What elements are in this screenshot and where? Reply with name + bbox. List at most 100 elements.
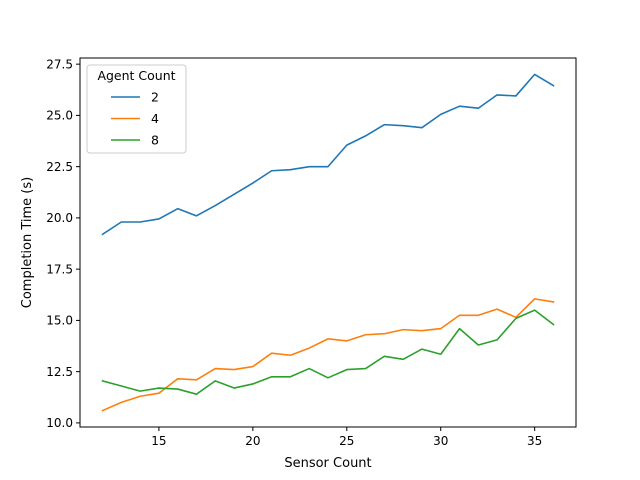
data-point xyxy=(421,330,423,332)
data-point xyxy=(271,376,273,378)
data-point xyxy=(177,208,179,210)
y-axis-ticks: 10.0 12.5 15.0 17.5 20.0 22.5 25.0 27.5 xyxy=(46,57,80,430)
data-point xyxy=(252,182,254,184)
legend-label: 2 xyxy=(151,90,159,105)
data-point xyxy=(233,369,235,371)
data-point xyxy=(346,340,348,342)
data-point xyxy=(440,328,442,330)
data-point xyxy=(478,107,480,109)
data-point xyxy=(365,368,367,370)
data-point xyxy=(158,387,160,389)
data-point xyxy=(196,379,198,381)
data-point xyxy=(177,388,179,390)
data-point xyxy=(308,368,310,370)
data-point xyxy=(196,393,198,395)
x-tick-label: 20 xyxy=(245,434,260,448)
legend-items: 2 4 8 xyxy=(111,90,159,148)
y-tick-label: 17.5 xyxy=(46,262,73,276)
data-point xyxy=(421,348,423,350)
data-point xyxy=(121,385,123,387)
data-point xyxy=(102,234,104,236)
series-line-2 xyxy=(101,73,555,236)
legend-label: 4 xyxy=(151,111,159,126)
series-8 xyxy=(101,309,555,396)
legend-label: 8 xyxy=(151,133,159,148)
data-point xyxy=(290,169,292,171)
data-point xyxy=(402,359,404,361)
data-point xyxy=(440,114,442,116)
y-tick-label: 22.5 xyxy=(46,160,73,174)
data-point xyxy=(271,170,273,172)
data-point xyxy=(214,380,216,382)
data-point xyxy=(402,329,404,331)
data-point xyxy=(139,221,141,223)
x-tick-label: 30 xyxy=(433,434,448,448)
series-layer xyxy=(101,73,555,412)
data-point xyxy=(421,127,423,129)
legend-item-2: 2 xyxy=(111,90,159,105)
data-point xyxy=(290,354,292,356)
data-point xyxy=(346,369,348,371)
plot-frame xyxy=(79,57,577,428)
series-line-4 xyxy=(101,298,555,412)
data-point xyxy=(327,166,329,168)
data-point xyxy=(553,85,555,87)
data-point xyxy=(308,347,310,349)
data-point xyxy=(102,410,104,412)
data-point xyxy=(214,368,216,370)
series-2 xyxy=(101,73,555,236)
data-point xyxy=(459,314,461,316)
legend-item-8: 8 xyxy=(111,133,159,148)
data-point xyxy=(177,378,179,380)
data-point xyxy=(553,324,555,326)
data-point xyxy=(121,221,123,223)
x-tick-label: 25 xyxy=(339,434,354,448)
data-point xyxy=(478,344,480,346)
data-point xyxy=(496,94,498,96)
data-point xyxy=(158,218,160,220)
data-point xyxy=(365,334,367,336)
data-point xyxy=(346,144,348,146)
series-4 xyxy=(101,298,555,412)
data-point xyxy=(553,301,555,303)
data-point xyxy=(534,298,536,300)
data-point xyxy=(515,95,517,97)
data-point xyxy=(440,353,442,355)
data-point xyxy=(121,402,123,404)
y-tick-label: 20.0 xyxy=(46,211,73,225)
data-point xyxy=(478,314,480,316)
data-point xyxy=(534,74,536,76)
data-point xyxy=(327,338,329,340)
legend-box xyxy=(86,64,187,154)
data-point xyxy=(102,380,104,382)
data-point xyxy=(139,390,141,392)
data-point xyxy=(365,135,367,137)
y-tick-label: 27.5 xyxy=(46,57,73,71)
data-point xyxy=(496,339,498,341)
data-point xyxy=(327,377,329,379)
data-point xyxy=(233,194,235,196)
data-point xyxy=(252,383,254,385)
y-tick-label: 15.0 xyxy=(46,314,73,328)
y-tick-label: 25.0 xyxy=(46,109,73,123)
y-tick-label: 10.0 xyxy=(46,416,73,430)
data-point xyxy=(158,392,160,394)
data-point xyxy=(384,333,386,335)
x-axis-label: Sensor Count xyxy=(284,456,371,471)
x-tick-label: 35 xyxy=(527,434,542,448)
data-point xyxy=(384,124,386,126)
data-point xyxy=(233,387,235,389)
data-point xyxy=(402,125,404,127)
data-point xyxy=(384,355,386,357)
legend-title: Agent Count xyxy=(97,68,175,83)
legend: Agent Count 2 4 8 xyxy=(86,64,187,154)
data-point xyxy=(196,215,198,217)
data-point xyxy=(459,105,461,107)
data-point xyxy=(534,309,536,311)
y-axis-label: Completion Time (s) xyxy=(20,177,35,308)
data-point xyxy=(271,352,273,354)
x-tick-label: 15 xyxy=(151,434,166,448)
data-point xyxy=(139,395,141,397)
data-point xyxy=(496,308,498,310)
